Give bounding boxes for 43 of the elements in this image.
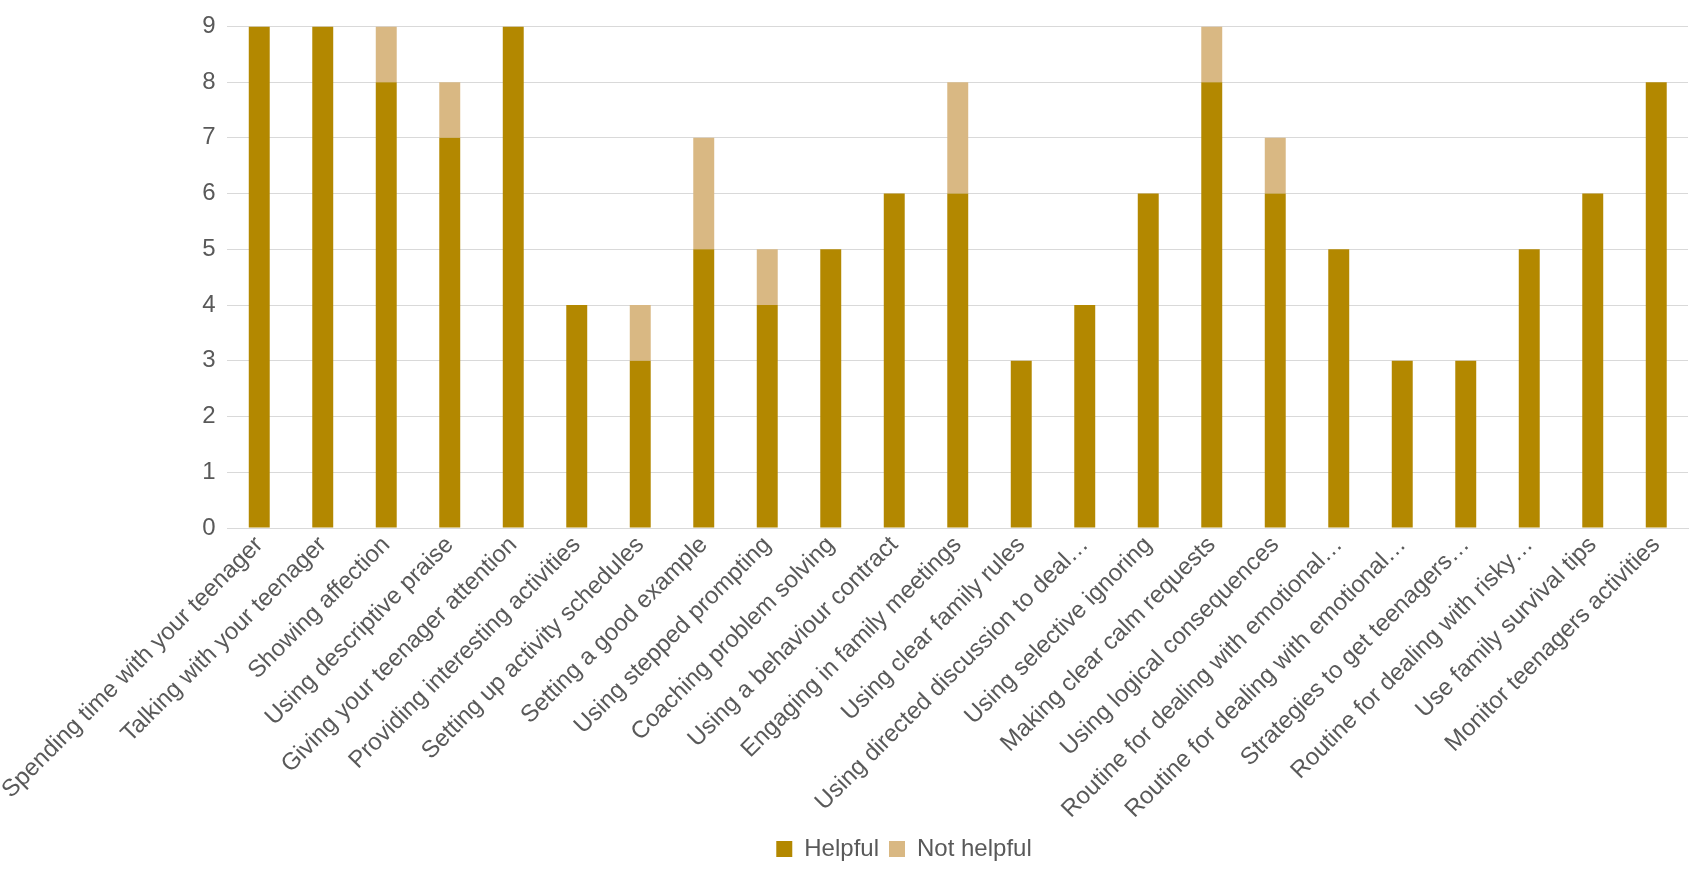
bar bbox=[629, 360, 651, 528]
y-tick-label: 1 bbox=[202, 456, 216, 484]
legend-label: Helpful bbox=[804, 833, 879, 861]
y-tick-label: 6 bbox=[202, 178, 216, 206]
bar bbox=[947, 193, 969, 528]
bar bbox=[756, 249, 778, 306]
bar bbox=[1074, 305, 1096, 528]
y-tick-label: 4 bbox=[202, 289, 216, 317]
bar bbox=[1582, 193, 1604, 528]
bar bbox=[1518, 249, 1540, 528]
y-tick-label: 9 bbox=[202, 11, 216, 39]
bar bbox=[883, 193, 905, 528]
bar bbox=[439, 82, 461, 138]
y-tick-label: 3 bbox=[202, 345, 216, 373]
bar bbox=[312, 26, 334, 528]
bar bbox=[375, 82, 397, 528]
bar bbox=[1264, 193, 1286, 528]
y-tick-label: 0 bbox=[202, 512, 216, 540]
bar bbox=[566, 305, 588, 528]
bar bbox=[1010, 360, 1032, 528]
bar bbox=[248, 26, 270, 528]
bar bbox=[629, 305, 651, 361]
bar bbox=[693, 249, 715, 528]
bar bbox=[1455, 360, 1477, 528]
bar bbox=[1391, 360, 1413, 528]
bar bbox=[947, 82, 969, 194]
bar bbox=[502, 26, 524, 528]
bar bbox=[439, 137, 461, 528]
y-tick-label: 8 bbox=[202, 66, 216, 94]
y-tick-label: 2 bbox=[202, 401, 216, 429]
bar bbox=[1137, 193, 1159, 528]
bar bbox=[1645, 82, 1667, 528]
bar bbox=[1201, 26, 1223, 83]
bar bbox=[820, 249, 842, 528]
legend-label: Not helpful bbox=[916, 833, 1032, 861]
bar bbox=[375, 26, 397, 83]
y-tick-label: 7 bbox=[202, 122, 216, 150]
y-tick-label: 5 bbox=[202, 233, 216, 261]
bar bbox=[1264, 137, 1286, 194]
bar bbox=[693, 137, 715, 250]
bar bbox=[756, 305, 778, 528]
bar bbox=[1201, 82, 1223, 528]
bar bbox=[1328, 249, 1350, 528]
